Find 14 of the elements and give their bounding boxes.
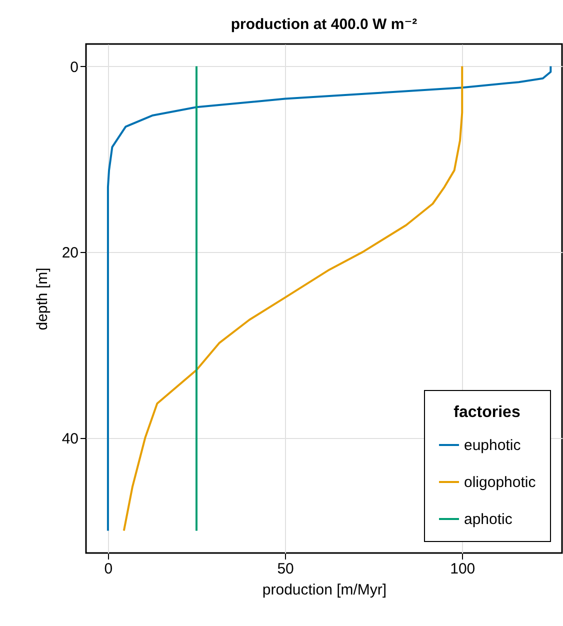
y-tick-label: 0 [70,58,78,76]
line-series [106,65,552,532]
legend-label: oligophotic [464,474,536,491]
chart-title: production at 400.0 W m⁻² [230,16,418,33]
x-tick-label: 100 [450,560,476,578]
x-tick-label: 0 [104,560,113,578]
y-tick-label: 20 [62,244,78,262]
x-tick-label: 50 [277,560,294,578]
legend-title: factories [454,404,520,421]
legend-label: aphotic [464,511,513,528]
x-axis-title: production [m/Myr] [262,582,387,598]
y-tick-label: 40 [62,430,78,448]
legend-label: euphotic [464,437,522,454]
y-axis-title: depth [m] [34,268,51,330]
